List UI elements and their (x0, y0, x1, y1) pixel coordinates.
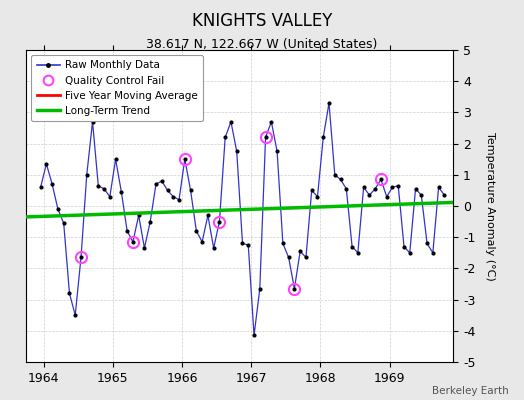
Text: KNIGHTS VALLEY: KNIGHTS VALLEY (192, 12, 332, 30)
Text: 38.617 N, 122.667 W (United States): 38.617 N, 122.667 W (United States) (146, 38, 378, 51)
Legend: Raw Monthly Data, Quality Control Fail, Five Year Moving Average, Long-Term Tren: Raw Monthly Data, Quality Control Fail, … (31, 55, 203, 121)
Y-axis label: Temperature Anomaly (°C): Temperature Anomaly (°C) (485, 132, 495, 280)
Text: Berkeley Earth: Berkeley Earth (432, 386, 508, 396)
